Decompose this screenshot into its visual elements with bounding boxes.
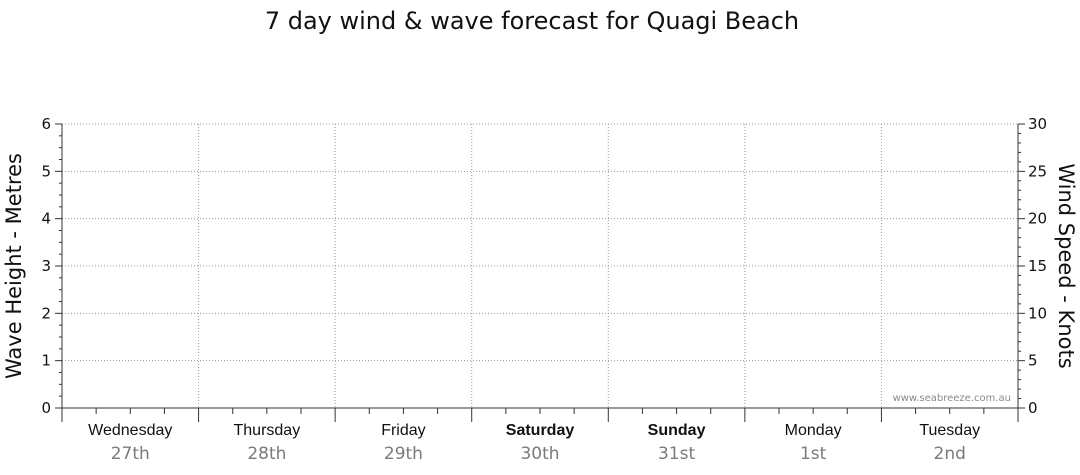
x-axis-day-labels: Wednesday 27th Thursday 28th Friday 29th Satur…: [88, 422, 980, 464]
day-name-label: Friday: [381, 422, 425, 439]
day-name-label: Thursday: [234, 422, 301, 439]
day-name-label: Sunday: [648, 422, 706, 439]
day-name-label: Wednesday: [88, 422, 172, 439]
day-name-label: Saturday: [506, 422, 575, 439]
day-date-label: 28th: [247, 444, 286, 464]
left-tick-label: 4: [41, 210, 51, 228]
left-tick-label: 1: [41, 352, 51, 370]
left-tick-label: 6: [41, 115, 51, 133]
day-date-label: 2nd: [934, 444, 966, 464]
day-name-label: Tuesday: [919, 422, 980, 439]
day-date-label: 30th: [520, 444, 559, 464]
left-axis-ticks: 0 1 2 3 4 5 6: [41, 115, 62, 417]
right-tick-label: 30: [1028, 115, 1047, 133]
day-date-label: 31st: [658, 444, 695, 464]
left-tick-label: 3: [41, 257, 51, 275]
right-tick-label: 25: [1028, 162, 1047, 180]
right-axis-ticks: 0 5 10 15 20 25 30: [1018, 115, 1047, 417]
day-date-label: 1st: [800, 444, 827, 464]
day-name-label: Monday: [785, 422, 842, 439]
day-date-label: 27th: [111, 444, 150, 464]
left-tick-label: 0: [41, 399, 51, 417]
left-tick-label: 2: [41, 304, 51, 322]
chart-title: 7 day wind & wave forecast for Quagi Bea…: [265, 7, 799, 35]
x-axis-ticks: [61, 408, 1019, 422]
day-date-label: 29th: [384, 444, 423, 464]
left-tick-label: 5: [41, 162, 51, 180]
right-tick-label: 10: [1028, 304, 1047, 322]
right-tick-label: 20: [1028, 210, 1047, 228]
right-axis-title: Wind Speed - Knots: [1054, 163, 1078, 368]
chart-grid: [62, 123, 1018, 408]
right-tick-label: 15: [1028, 257, 1047, 275]
right-tick-label: 0: [1028, 399, 1038, 417]
left-axis-title: Wave Height - Metres: [2, 153, 26, 379]
watermark-text: www.seabreeze.com.au: [893, 393, 1011, 404]
right-tick-label: 5: [1028, 352, 1038, 370]
